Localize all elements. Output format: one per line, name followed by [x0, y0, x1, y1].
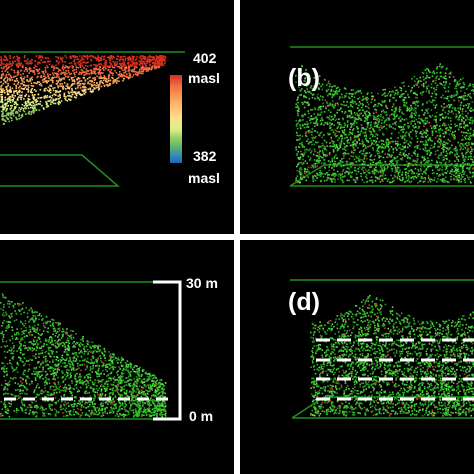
panel-a-canvas: [0, 51, 185, 187]
panel-d-canvas: [290, 279, 474, 419]
legend-min-value: 382: [193, 148, 217, 164]
scale-bottom-label: 0 m: [189, 408, 214, 424]
panel-b-label: (b): [288, 64, 320, 92]
panel-a-elevation-view: 402 masl 382 masl: [0, 0, 234, 234]
point-cloud-green: [295, 63, 474, 184]
panel-c-canvas: [0, 280, 182, 421]
panel-d-label: (d): [288, 288, 320, 316]
panel-d-layered-view: (d): [240, 240, 474, 474]
point-cloud-elevation: [0, 55, 167, 125]
panel-b-canopy-view: (b): [240, 0, 474, 234]
elevation-colorbar: [170, 75, 182, 163]
panel-c-height-scale-view: 30 m 0 m: [0, 240, 234, 474]
legend-max-value: 402: [193, 50, 217, 66]
legend-min-unit: masl: [188, 170, 220, 186]
ground-box-back-edge: [291, 396, 474, 419]
panel-b-canvas: [289, 46, 474, 187]
height-scale-bracket: [153, 280, 182, 421]
legend-max-unit: masl: [188, 70, 220, 86]
scale-top-label: 30 m: [186, 275, 218, 291]
ground-box-outline: [0, 154, 121, 187]
